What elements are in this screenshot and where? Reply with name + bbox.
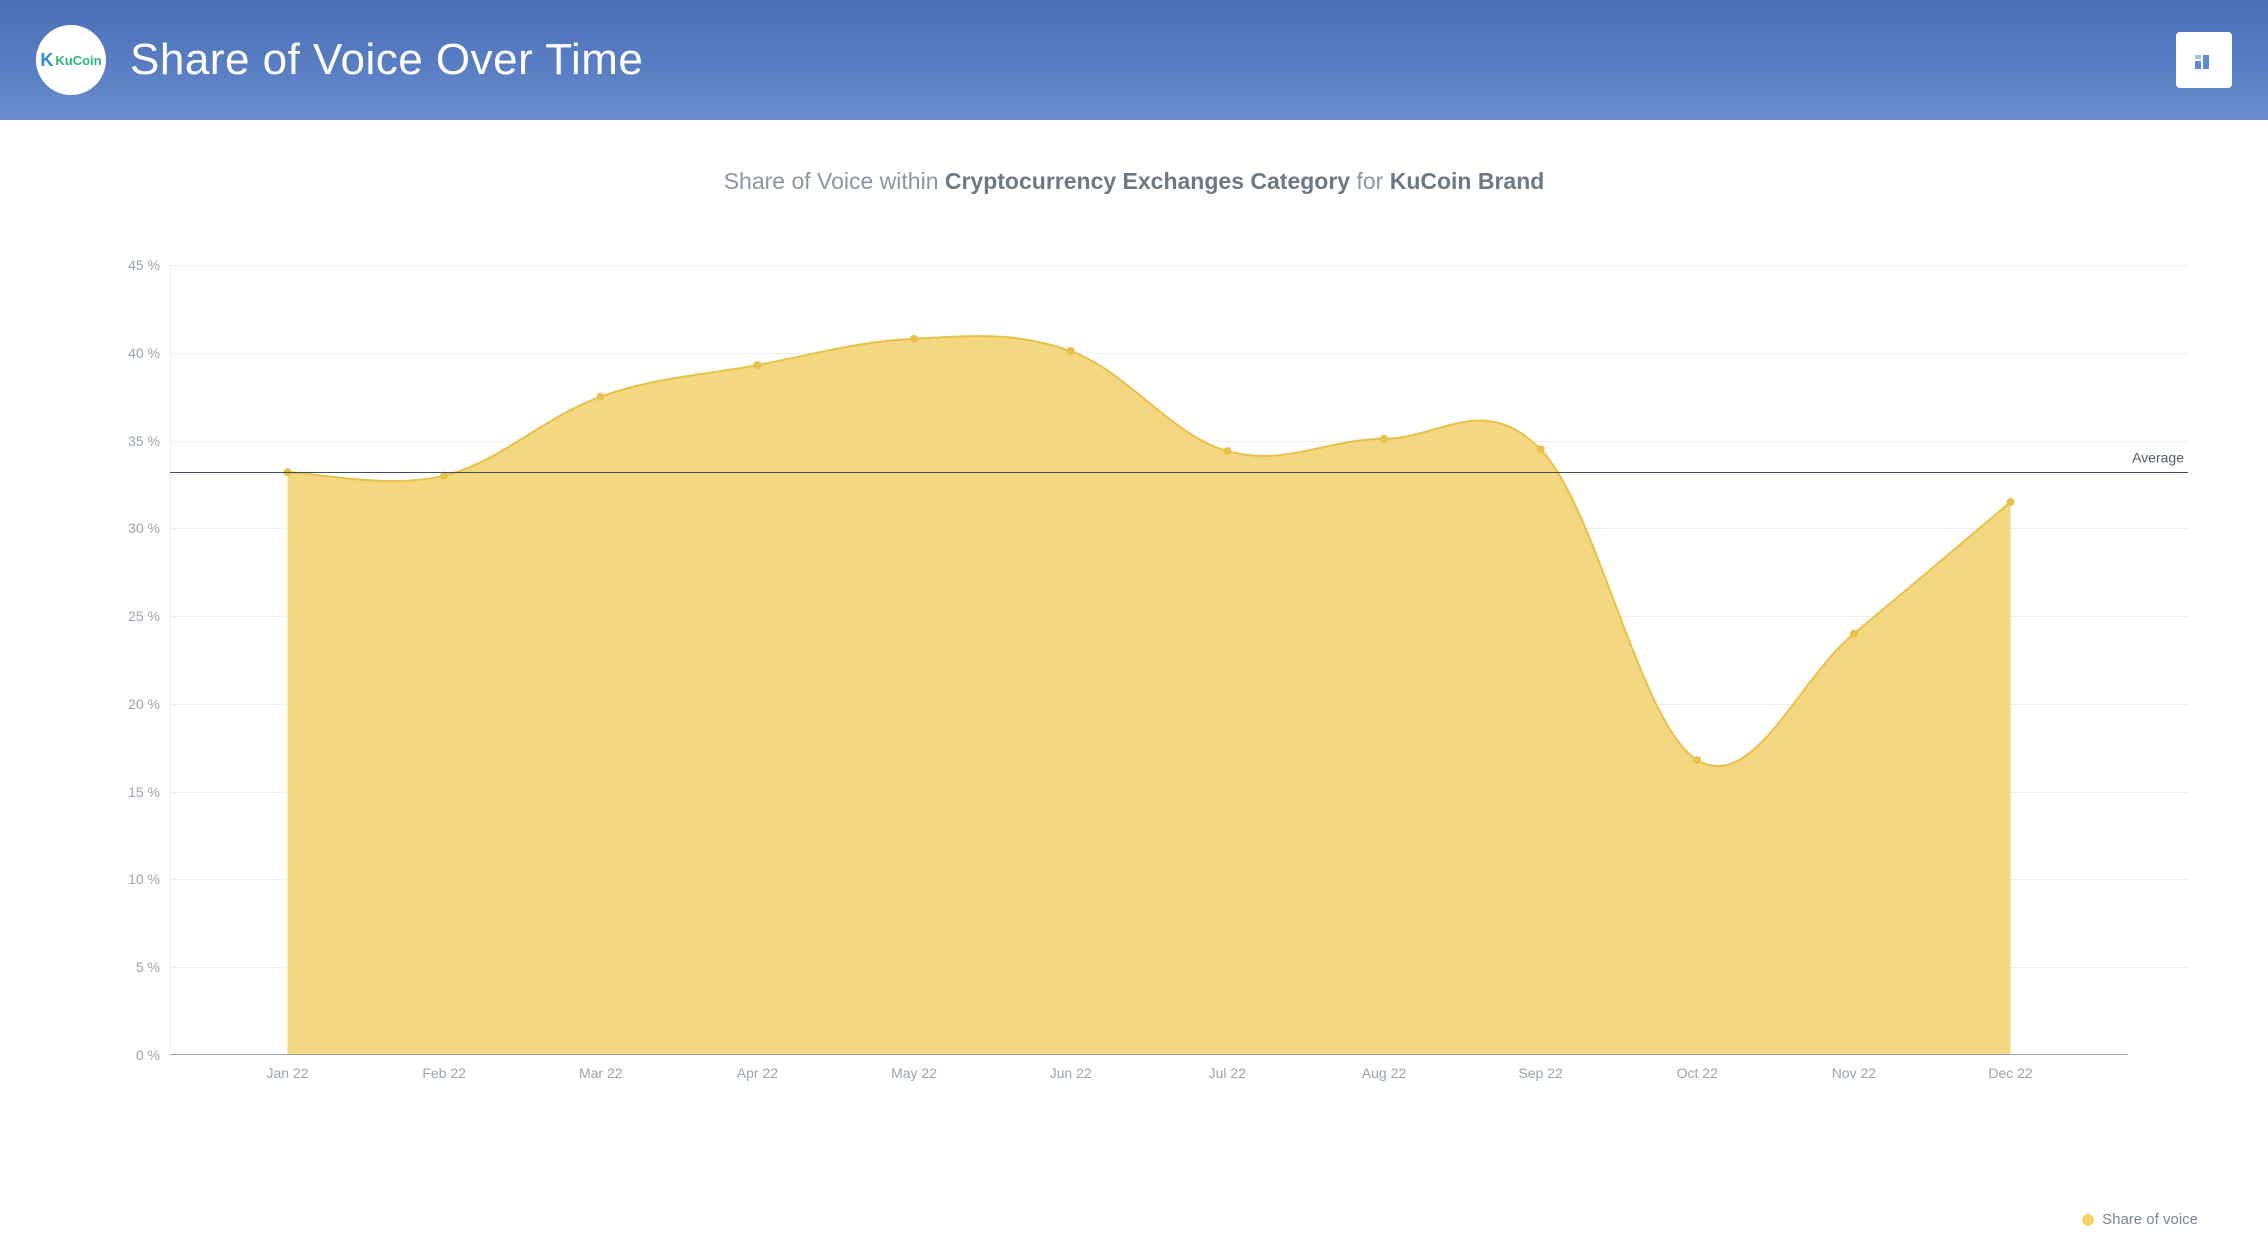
header-bar: KKuCoin Share of Voice Over Time — [0, 0, 2268, 120]
y-tick-label: 15 % — [128, 784, 160, 800]
legend-marker — [2082, 1214, 2094, 1226]
chart-subtitle: Share of Voice within Cryptocurrency Exc… — [0, 120, 2268, 205]
chart-plot-area — [170, 265, 2128, 1055]
data-point[interactable] — [1380, 435, 1388, 443]
brand-logo-text: KKuCoin — [40, 50, 101, 71]
chart-type-button[interactable] — [2176, 32, 2232, 88]
x-tick-label: Feb 22 — [422, 1065, 466, 1081]
y-tick-label: 40 % — [128, 345, 160, 361]
bar-chart-icon — [2191, 47, 2217, 73]
data-point[interactable] — [753, 361, 761, 369]
y-tick-label: 0 % — [136, 1047, 160, 1063]
brand-logo-label: KuCoin — [55, 53, 101, 68]
y-tick-label: 25 % — [128, 608, 160, 624]
legend-label: Share of voice — [2102, 1211, 2198, 1228]
x-tick-label: Jan 22 — [266, 1065, 308, 1081]
data-point[interactable] — [1067, 347, 1075, 355]
y-axis: 0 %5 %10 %15 %20 %25 %30 %35 %40 %45 % — [80, 265, 170, 1095]
chart-container: 0 %5 %10 %15 %20 %25 %30 %35 %40 %45 % J… — [80, 265, 2188, 1095]
x-tick-label: May 22 — [891, 1065, 937, 1081]
y-tick-label: 45 % — [128, 257, 160, 273]
data-point[interactable] — [597, 393, 605, 401]
data-point[interactable] — [1537, 445, 1545, 453]
data-point[interactable] — [1693, 756, 1701, 764]
x-tick-label: Jul 22 — [1209, 1065, 1246, 1081]
data-point[interactable] — [1850, 630, 1858, 638]
y-tick-label: 20 % — [128, 696, 160, 712]
y-tick-label: 5 % — [136, 959, 160, 975]
subtitle-mid: for — [1350, 168, 1390, 194]
y-tick-label: 30 % — [128, 520, 160, 536]
average-line — [170, 472, 2188, 473]
x-tick-label: Aug 22 — [1362, 1065, 1406, 1081]
page-title: Share of Voice Over Time — [130, 35, 643, 85]
x-axis: Jan 22 Feb 22 Mar 22 Apr 22 May 22 Jun 22 Jul … — [170, 1055, 2128, 1095]
brand-logo: KKuCoin — [36, 25, 106, 95]
x-tick-label: Mar 22 — [579, 1065, 623, 1081]
data-point[interactable] — [2007, 498, 2015, 506]
chart-legend: Share of voice — [2082, 1211, 2198, 1228]
x-tick-label: Jun 22 — [1050, 1065, 1092, 1081]
subtitle-prefix: Share of Voice within — [724, 168, 945, 194]
subtitle-brand: KuCoin Brand — [1390, 168, 1545, 194]
x-tick-label: Oct 22 — [1677, 1065, 1718, 1081]
average-label: Average — [2128, 450, 2188, 466]
x-tick-label: Sep 22 — [1518, 1065, 1562, 1081]
x-tick-label: Nov 22 — [1832, 1065, 1876, 1081]
data-point[interactable] — [1223, 447, 1231, 455]
subtitle-category: Cryptocurrency Exchanges Category — [945, 168, 1350, 194]
y-tick-label: 35 % — [128, 433, 160, 449]
x-tick-label: Dec 22 — [1988, 1065, 2032, 1081]
area-fill — [287, 336, 2010, 1055]
x-tick-label: Apr 22 — [737, 1065, 778, 1081]
y-tick-label: 10 % — [128, 871, 160, 887]
data-point[interactable] — [910, 335, 918, 343]
